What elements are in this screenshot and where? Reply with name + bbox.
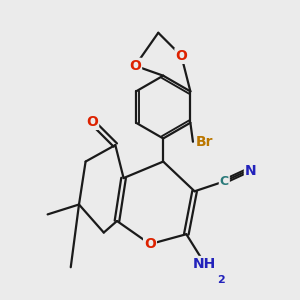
Text: O: O [144,237,156,251]
Text: C: C [220,175,229,188]
Text: Br: Br [196,135,213,149]
Text: NH: NH [193,257,216,271]
Text: 2: 2 [217,274,224,284]
Text: O: O [176,49,187,63]
Text: N: N [245,164,256,178]
Text: O: O [129,59,141,73]
Text: O: O [86,115,98,129]
